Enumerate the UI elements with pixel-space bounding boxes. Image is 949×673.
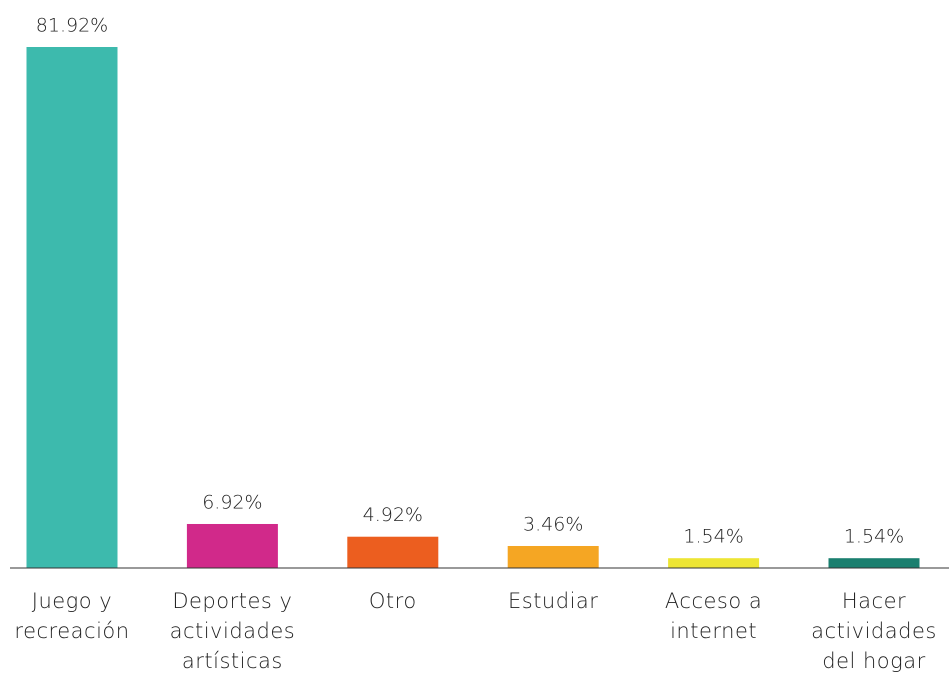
value-label: 1.54% (844, 526, 904, 548)
category-label: Hacer actividades del hogar (811, 589, 937, 673)
category-label: Otro (369, 589, 417, 613)
category-label-line: internet (670, 619, 757, 643)
bar (347, 536, 439, 568)
category-label: Juego y recreación (14, 589, 129, 643)
category-label-line: Otro (369, 589, 417, 613)
category-label-line: Hacer (842, 589, 906, 613)
bar (186, 523, 278, 568)
bar (507, 545, 599, 568)
category-label-line: actividades (811, 619, 937, 643)
category-label-line: Estudiar (508, 589, 598, 613)
category-label-line: Deportes y (172, 589, 292, 613)
category-label-line: Acceso a (665, 589, 762, 613)
value-label: 4.92% (363, 504, 423, 526)
category-label-line: Juego y (32, 589, 112, 613)
category-label: Acceso a internet (665, 589, 762, 643)
category-label-line: del hogar (822, 649, 926, 673)
value-label: 3.46% (523, 513, 583, 535)
bar (828, 558, 920, 568)
value-label: 1.54% (683, 526, 743, 548)
category-label-line: artísticas (182, 649, 283, 673)
bar (668, 558, 760, 568)
category-label-line: recreación (14, 619, 129, 643)
category-label: Estudiar (508, 589, 598, 613)
value-label: 81.92% (36, 15, 108, 37)
bar (26, 47, 118, 568)
value-label: 6.92% (202, 491, 262, 513)
category-label: Deportes y actividades artísticas (170, 589, 296, 673)
category-label-line: actividades (170, 619, 296, 643)
